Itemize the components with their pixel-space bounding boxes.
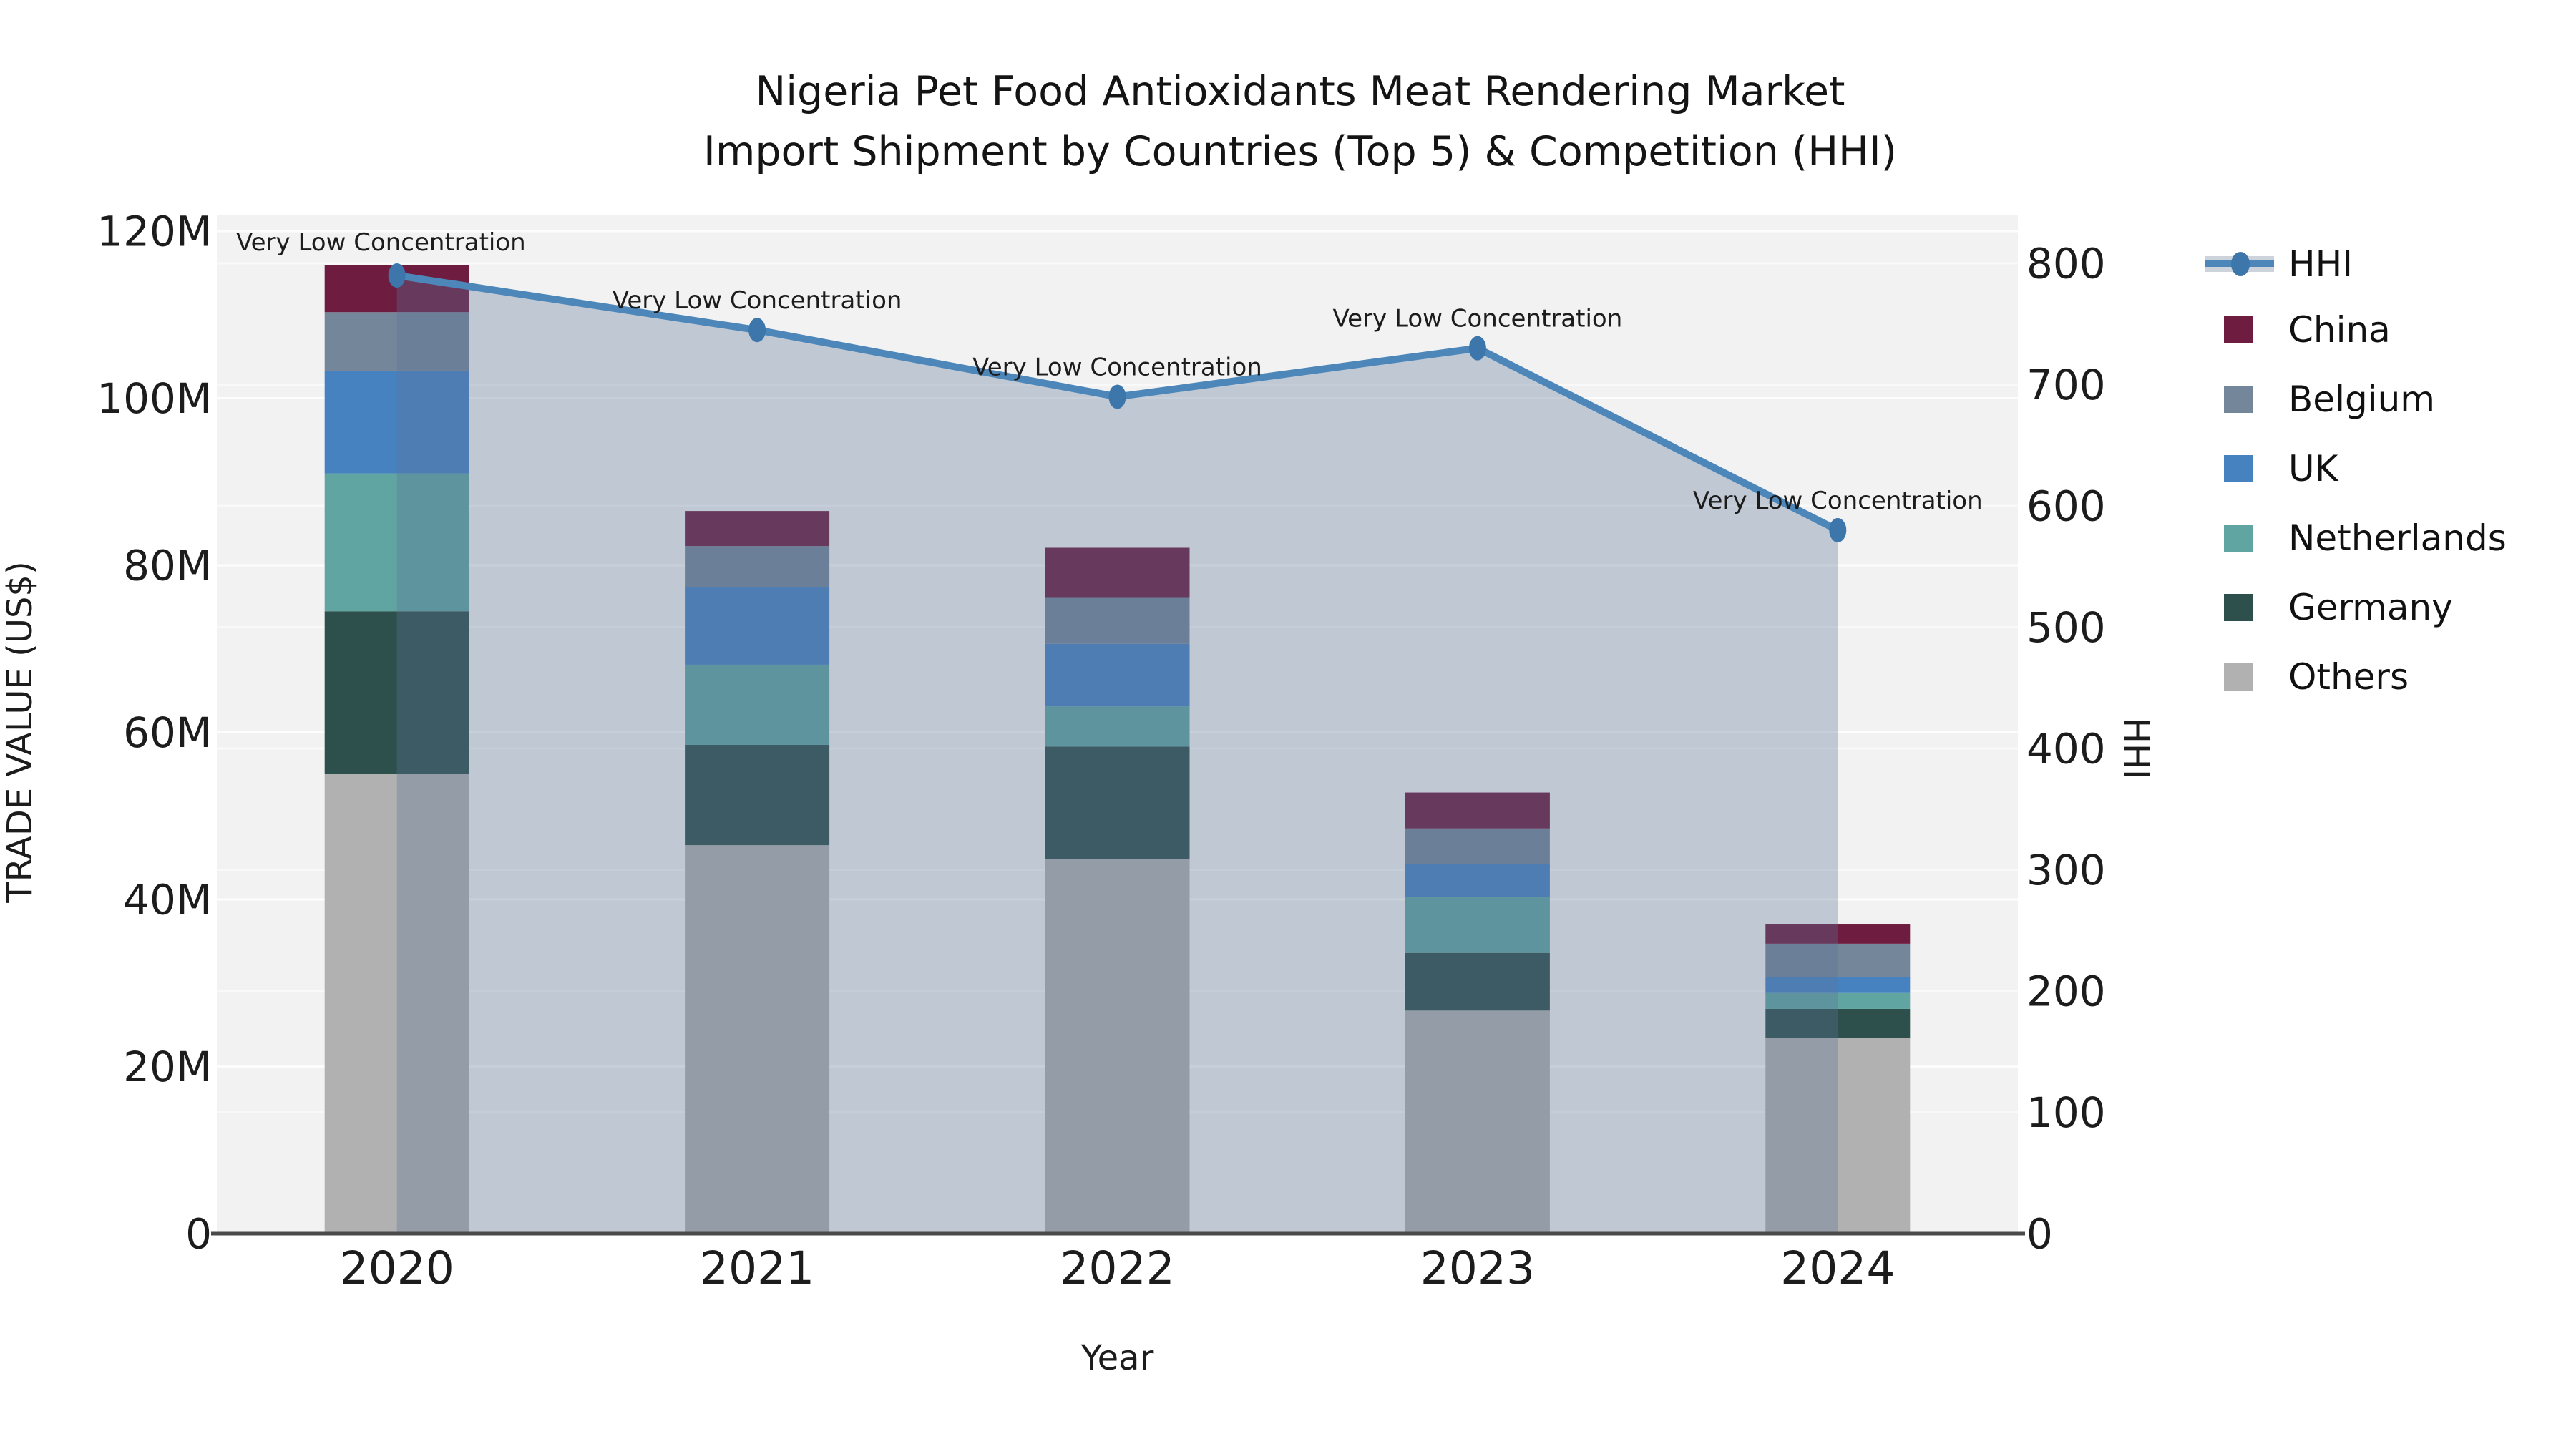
bar-segment-netherlands-2023 — [1405, 897, 1550, 953]
y-axis-title-right: HHI — [2116, 718, 2156, 779]
bar-segment-netherlands-2022 — [1045, 706, 1190, 747]
bar-segment-uk-2023 — [1405, 864, 1550, 897]
bar-segment-germany-2022 — [1045, 746, 1190, 859]
y-axis-title-left: TRADE VALUE (US$) — [0, 561, 40, 903]
hhi-marker-2023 — [1468, 336, 1486, 361]
bar-segment-germany-2023 — [1405, 952, 1550, 1011]
bar-segment-germany-2021 — [685, 745, 830, 846]
y-right-tick-label: 400 — [2026, 724, 2106, 773]
bar-segment-belgium-2022 — [1045, 597, 1190, 644]
bar-segment-netherlands-2020 — [324, 473, 469, 612]
chart-title: Nigeria Pet Food Antioxidants Meat Rende… — [703, 62, 1897, 182]
hhi-annotation-2020: Very Low Concentration — [236, 228, 526, 257]
y-right-tick-label: 700 — [2026, 361, 2106, 409]
chart-title-line1: Nigeria Pet Food Antioxidants Meat Rende… — [755, 68, 1845, 115]
y-right-tick-label: 0 — [2026, 1209, 2053, 1258]
bar-segment-uk-2024 — [1765, 977, 1911, 993]
y-right-tick-label: 800 — [2026, 239, 2106, 288]
hhi-marker-2021 — [748, 318, 766, 343]
hhi-annotation-2021: Very Low Concentration — [613, 286, 902, 315]
bar-segment-others-2020 — [324, 774, 469, 1234]
bar-segment-germany-2024 — [1765, 1008, 1911, 1038]
x-tick-label-2024: 2024 — [1780, 1242, 1895, 1294]
bar-segment-china-2022 — [1045, 547, 1190, 598]
hhi-area-fill — [396, 275, 1838, 1234]
bar-segment-netherlands-2024 — [1765, 992, 1911, 1009]
bar-segment-belgium-2021 — [685, 546, 830, 587]
x-tick-label-2022: 2022 — [1060, 1242, 1174, 1294]
hhi-marker-2020 — [388, 263, 406, 288]
y-right-tick-label: 300 — [2026, 846, 2106, 894]
bar-segment-china-2021 — [685, 511, 830, 547]
bar-segment-belgium-2023 — [1405, 828, 1550, 864]
y-left-tick-label: 0 — [185, 1209, 212, 1258]
hhi-annotation-2022: Very Low Concentration — [972, 353, 1262, 381]
y-left-tick-label: 40M — [123, 875, 212, 924]
hhi-marker-2024 — [1829, 517, 1847, 542]
hhi-annotation-2024: Very Low Concentration — [1693, 487, 1983, 515]
bar-segment-china-2024 — [1765, 924, 1911, 944]
bar-segment-netherlands-2021 — [685, 664, 830, 746]
bar-segment-uk-2022 — [1045, 643, 1190, 707]
x-axis-title: Year — [1080, 1338, 1154, 1378]
hhi-marker-2022 — [1108, 384, 1126, 409]
chart-title-line2: Import Shipment by Countries (Top 5) & C… — [703, 128, 1897, 175]
y-left-tick-label: 20M — [123, 1043, 212, 1091]
y-right-tick-label: 600 — [2026, 482, 2106, 530]
y-left-tick-label: 100M — [97, 374, 212, 423]
bar-segment-belgium-2020 — [324, 312, 469, 371]
y-right-tick-label: 500 — [2026, 603, 2106, 652]
bar-segment-others-2021 — [685, 845, 830, 1234]
x-tick-label-2023: 2023 — [1420, 1242, 1535, 1294]
bar-segment-china-2023 — [1405, 792, 1550, 829]
hhi-annotation-2023: Very Low Concentration — [1333, 305, 1623, 333]
bar-segment-germany-2020 — [324, 611, 469, 774]
y-right-tick-label: 100 — [2026, 1088, 2106, 1137]
bar-segment-others-2022 — [1045, 859, 1190, 1234]
y-right-tick-label: 200 — [2026, 967, 2106, 1015]
y-left-tick-label: 120M — [97, 207, 212, 255]
x-tick-label-2020: 2020 — [340, 1242, 454, 1294]
bar-segment-belgium-2024 — [1765, 943, 1911, 977]
bar-segment-others-2023 — [1405, 1010, 1550, 1234]
x-tick-label-2021: 2021 — [700, 1242, 814, 1294]
y-left-tick-label: 80M — [123, 541, 212, 590]
bar-segment-uk-2020 — [324, 370, 469, 474]
bar-segment-uk-2021 — [685, 587, 830, 665]
y-left-tick-label: 60M — [123, 708, 212, 757]
bar-segment-others-2024 — [1765, 1038, 1911, 1234]
